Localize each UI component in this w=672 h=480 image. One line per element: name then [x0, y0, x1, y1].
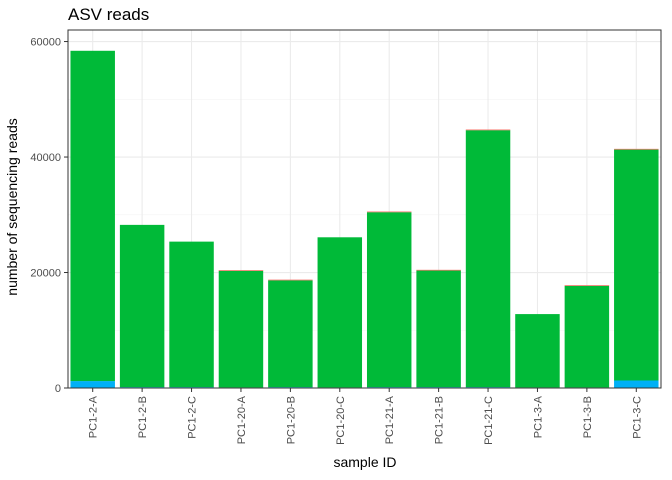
- y-axis-title: number of sequencing reads: [4, 118, 20, 295]
- bar-segment-PC1-21-C-s1: [465, 130, 511, 388]
- bar-segment-PC1-20-A-s1: [218, 270, 264, 388]
- y-tick-label: 60000: [30, 37, 61, 49]
- chart-title: ASV reads: [68, 5, 149, 24]
- x-tick-label: PC1-2-A: [88, 395, 100, 438]
- bar-segment-PC1-20-A-s2: [218, 270, 264, 271]
- bar-segment-PC1-21-C-s2: [465, 129, 511, 131]
- bar-segment-PC1-20-C-s1: [317, 237, 363, 388]
- bar-segment-PC1-2-C-s1: [169, 241, 214, 388]
- x-tick-label: PC1-20-C: [335, 396, 347, 445]
- x-tick-label: PC1-20-A: [236, 395, 248, 444]
- x-axis-title: sample ID: [333, 454, 396, 470]
- x-tick-label: PC1-3-A: [532, 395, 544, 438]
- bar-segment-PC1-21-A-s2: [366, 211, 412, 213]
- panel-border: [67, 29, 662, 389]
- bar-segment-PC1-21-B-s2: [416, 269, 461, 271]
- bar-segment-PC1-20-B-s1: [268, 280, 313, 388]
- bar-segment-PC1-3-C-s0: [614, 380, 659, 388]
- y-tick-label: 40000: [30, 152, 61, 164]
- bar-segment-PC1-3-C-s1: [614, 149, 659, 381]
- y-tick-label: 20000: [30, 268, 61, 280]
- x-tick-label: PC1-21-B: [434, 396, 446, 444]
- x-tick-label: PC1-20-B: [285, 396, 297, 444]
- bar-segment-PC1-2-B-s1: [119, 224, 165, 388]
- x-tick-label: PC1-21-A: [384, 395, 396, 444]
- bar-segment-PC1-3-B-s2: [564, 285, 610, 286]
- bar-segment-PC1-3-A-s1: [515, 314, 560, 388]
- bar-segment-PC1-21-B-s1: [416, 270, 461, 388]
- x-tick-label: PC1-3-B: [582, 396, 594, 438]
- bar-segment-PC1-21-A-s1: [366, 212, 412, 388]
- x-tick-label: PC1-3-C: [631, 396, 643, 439]
- plot-panel: [68, 30, 661, 388]
- bar-segment-PC1-20-B-s2: [268, 279, 313, 281]
- bar-segment-PC1-3-B-s1: [564, 285, 610, 388]
- bar-segment-PC1-3-C-s2: [614, 148, 659, 150]
- x-axis: PC1-2-A PC1-2-B PC1-2-C PC1-20-A PC1-20-B PC1…: [88, 388, 643, 445]
- y-axis: 0 20000 40000 60000: [30, 37, 68, 395]
- bar-segment-PC1-2-A-s0: [70, 381, 115, 388]
- x-tick-label: PC1-21-C: [483, 396, 495, 445]
- x-tick-label: PC1-2-C: [187, 396, 199, 439]
- bar-segment-PC1-2-A-s1: [70, 50, 115, 382]
- y-tick-label: 0: [55, 383, 61, 395]
- x-tick-label: PC1-2-B: [137, 396, 149, 438]
- bars: [70, 50, 659, 389]
